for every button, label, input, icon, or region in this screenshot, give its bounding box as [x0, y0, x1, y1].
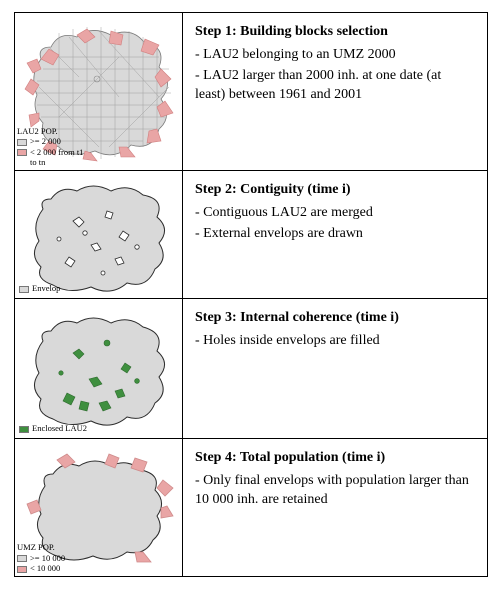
legend-header: LAU2 POP. — [17, 126, 83, 137]
step-line: - LAU2 larger than 2000 inh. at one date… — [195, 67, 475, 105]
step-4-graphic: UMZ POP. >= 10 000 < 10 000 — [15, 439, 183, 576]
step-4-text: Step 4: Total population (time i) - Only… — [183, 439, 487, 576]
legend-item-label: to tn — [30, 157, 45, 167]
step-line: - External envelops are drawn — [195, 225, 475, 244]
swatch-icon — [19, 286, 29, 293]
step-2-text: Step 2: Contiguity (time i) - Contiguous… — [183, 171, 487, 298]
step-row-4: UMZ POP. >= 10 000 < 10 000 Step 4: Tota… — [15, 439, 487, 576]
step-1-text: Step 1: Building blocks selection - LAU2… — [183, 13, 487, 170]
swatch-icon — [17, 139, 27, 146]
step-3-graphic: Enclosed LAU2 — [15, 299, 183, 438]
step-4-legend: UMZ POP. >= 10 000 < 10 000 — [17, 542, 65, 574]
step-line: - Only final envelops with population la… — [195, 472, 475, 510]
legend-header: UMZ POP. — [17, 542, 65, 553]
step-row-3: Enclosed LAU2 Step 3: Internal coherence… — [15, 299, 487, 439]
step-3-text: Step 3: Internal coherence (time i) - Ho… — [183, 299, 487, 438]
step-row-2: Envelop Step 2: Contiguity (time i) - Co… — [15, 171, 487, 299]
legend-item-label: >= 2 000 — [30, 136, 61, 146]
envelope-filled-icon — [19, 303, 179, 435]
step-2-graphic: Envelop — [15, 171, 183, 298]
step-title: Step 2: Contiguity (time i) — [195, 181, 475, 200]
swatch-icon — [17, 555, 27, 562]
step-line: - LAU2 belonging to an UMZ 2000 — [195, 46, 475, 65]
legend-item-label: >= 10 000 — [30, 553, 65, 563]
step-title: Step 4: Total population (time i) — [195, 449, 475, 468]
swatch-icon — [17, 566, 27, 573]
step-line: - Holes inside envelops are filled — [195, 332, 475, 351]
step-line: - Contiguous LAU2 are merged — [195, 204, 475, 223]
step-2-legend: Envelop — [19, 283, 60, 294]
step-1-graphic: LAU2 POP. >= 2 000 < 2 000 from t1 to tn — [15, 13, 183, 170]
legend-item-label: Envelop — [32, 283, 60, 293]
envelope-map-icon — [19, 175, 179, 295]
step-title: Step 1: Building blocks selection — [195, 23, 475, 42]
legend-item-label: < 2 000 from t1 — [30, 147, 83, 157]
step-1-legend: LAU2 POP. >= 2 000 < 2 000 from t1 to tn — [17, 126, 83, 169]
legend-item-label: Enclosed LAU2 — [32, 423, 87, 433]
step-3-legend: Enclosed LAU2 — [19, 423, 87, 434]
steps-table: LAU2 POP. >= 2 000 < 2 000 from t1 to tn… — [14, 12, 488, 577]
swatch-icon — [19, 426, 29, 433]
step-title: Step 3: Internal coherence (time i) — [195, 309, 475, 328]
legend-item-label: < 10 000 — [30, 563, 60, 573]
step-row-1: LAU2 POP. >= 2 000 < 2 000 from t1 to tn… — [15, 13, 487, 171]
swatch-icon — [17, 149, 27, 156]
